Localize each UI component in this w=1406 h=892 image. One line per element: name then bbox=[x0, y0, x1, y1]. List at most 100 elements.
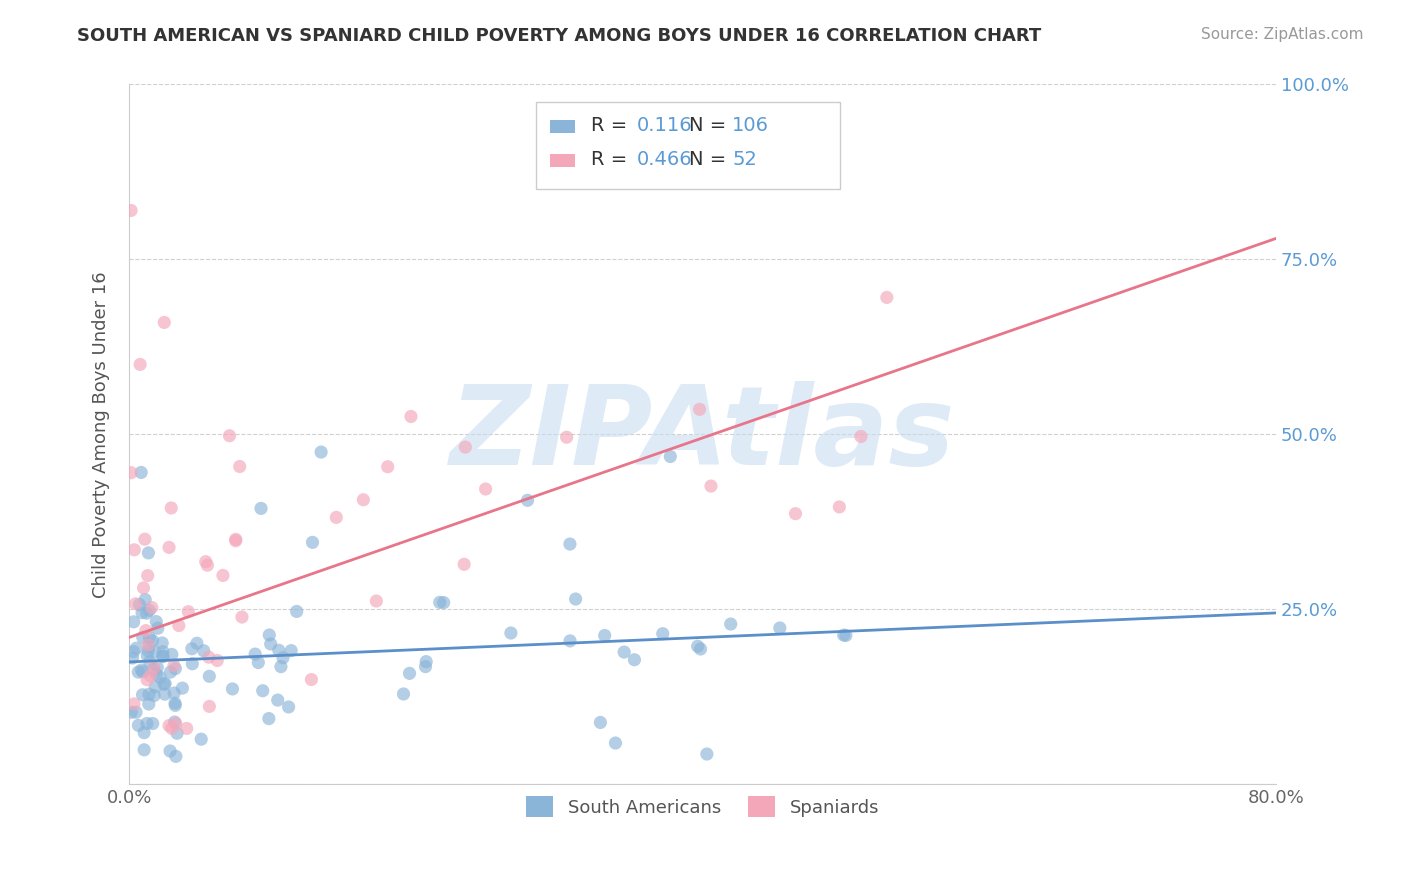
Point bbox=[129, 358, 152, 372]
Point bbox=[398, 666, 420, 681]
Point bbox=[142, 716, 165, 731]
Point bbox=[153, 676, 176, 690]
Point bbox=[135, 716, 157, 731]
Point bbox=[143, 661, 166, 675]
Point bbox=[142, 633, 165, 648]
Point bbox=[366, 594, 388, 608]
Point bbox=[193, 644, 215, 658]
Point bbox=[228, 459, 250, 474]
Point bbox=[651, 626, 673, 640]
Point bbox=[415, 659, 437, 673]
Point bbox=[129, 466, 152, 480]
Point bbox=[159, 744, 181, 758]
Point bbox=[212, 568, 235, 582]
Text: 52: 52 bbox=[733, 150, 758, 169]
Point bbox=[832, 628, 855, 642]
Text: N =: N = bbox=[689, 150, 725, 169]
Point bbox=[165, 662, 187, 676]
Point bbox=[153, 677, 176, 691]
Point bbox=[122, 697, 145, 711]
Point bbox=[150, 636, 173, 650]
Point bbox=[260, 637, 283, 651]
Point bbox=[270, 659, 292, 673]
Point bbox=[267, 643, 290, 657]
Text: Source: ZipAtlas.com: Source: ZipAtlas.com bbox=[1201, 27, 1364, 42]
Point bbox=[177, 605, 200, 619]
Text: SOUTH AMERICAN VS SPANIARD CHILD POVERTY AMONG BOYS UNDER 16 CORRELATION CHART: SOUTH AMERICAN VS SPANIARD CHILD POVERTY… bbox=[77, 27, 1042, 45]
Point bbox=[132, 631, 155, 645]
Point bbox=[689, 642, 711, 657]
Point bbox=[165, 749, 187, 764]
Point bbox=[558, 537, 581, 551]
Point bbox=[135, 606, 157, 620]
Point bbox=[136, 644, 159, 658]
Point bbox=[876, 290, 898, 304]
Point bbox=[299, 673, 322, 687]
Point bbox=[252, 683, 274, 698]
Point bbox=[125, 705, 148, 719]
Point bbox=[152, 649, 174, 664]
Point bbox=[828, 500, 851, 514]
Point bbox=[243, 647, 266, 661]
Point bbox=[352, 492, 374, 507]
Point bbox=[131, 688, 153, 702]
Point bbox=[142, 662, 165, 676]
Point bbox=[136, 648, 159, 663]
Point bbox=[163, 658, 186, 673]
Point bbox=[143, 680, 166, 694]
Point bbox=[659, 450, 682, 464]
Point bbox=[131, 606, 153, 620]
Point bbox=[127, 665, 149, 679]
Point bbox=[686, 640, 709, 654]
Point bbox=[159, 665, 181, 679]
Point bbox=[247, 656, 270, 670]
Point bbox=[138, 546, 160, 560]
Point bbox=[125, 641, 148, 656]
Point bbox=[138, 603, 160, 617]
Point bbox=[138, 631, 160, 645]
Point bbox=[285, 604, 308, 618]
Point bbox=[165, 698, 187, 713]
Point bbox=[128, 598, 150, 612]
Point bbox=[157, 541, 180, 555]
Point bbox=[259, 628, 281, 642]
Point bbox=[138, 639, 160, 653]
Point bbox=[835, 628, 858, 642]
Point bbox=[163, 686, 186, 700]
Point bbox=[152, 649, 174, 664]
Point bbox=[152, 645, 174, 659]
Text: R =: R = bbox=[592, 116, 627, 135]
Point bbox=[689, 402, 711, 417]
Point bbox=[163, 714, 186, 729]
Point bbox=[153, 687, 176, 701]
Point bbox=[135, 624, 157, 638]
Point bbox=[176, 722, 198, 736]
Point bbox=[218, 428, 240, 442]
Point bbox=[499, 626, 522, 640]
Point bbox=[153, 315, 176, 329]
Point bbox=[120, 706, 142, 720]
Point bbox=[160, 500, 183, 515]
Point bbox=[623, 653, 645, 667]
Point bbox=[309, 445, 332, 459]
Point bbox=[558, 634, 581, 648]
Point bbox=[127, 718, 149, 732]
Point bbox=[136, 568, 159, 582]
Text: N =: N = bbox=[689, 116, 725, 135]
Legend: South Americans, Spaniards: South Americans, Spaniards bbox=[519, 789, 886, 824]
Point bbox=[143, 645, 166, 659]
Point bbox=[198, 669, 221, 683]
Point bbox=[267, 693, 290, 707]
Point bbox=[132, 581, 155, 595]
Point bbox=[166, 726, 188, 740]
Point bbox=[134, 592, 156, 607]
Point bbox=[149, 670, 172, 684]
Point bbox=[769, 621, 792, 635]
Point bbox=[136, 638, 159, 652]
Point bbox=[180, 641, 202, 656]
Point bbox=[280, 643, 302, 657]
Point bbox=[415, 655, 437, 669]
Point bbox=[136, 673, 159, 687]
Point bbox=[605, 736, 627, 750]
Point bbox=[257, 712, 280, 726]
